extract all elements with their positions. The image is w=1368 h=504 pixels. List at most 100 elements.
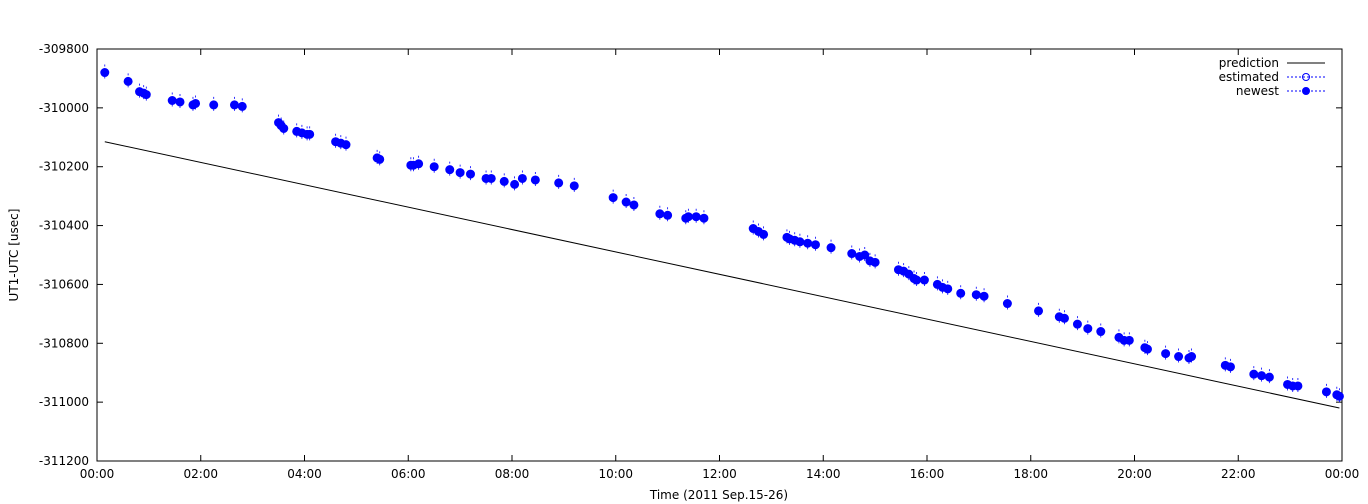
y-tick-label: -310400 — [39, 219, 89, 233]
newest-point — [795, 237, 805, 247]
x-tick-label: 04:00 — [287, 467, 322, 481]
newest-point — [445, 165, 455, 175]
x-tick-label: 08:00 — [495, 467, 530, 481]
newest-point — [1257, 371, 1267, 381]
x-tick-label: 00:00 — [1325, 467, 1360, 481]
newest-point — [803, 238, 813, 248]
newest-point — [655, 209, 665, 219]
newest-point — [341, 140, 351, 150]
newest-point — [621, 197, 631, 207]
newest-point — [629, 200, 639, 210]
y-tick-label: -310000 — [39, 101, 89, 115]
newest-point — [691, 212, 701, 222]
newest-point — [414, 159, 424, 169]
newest-point — [1334, 391, 1344, 401]
newest-point — [912, 275, 922, 285]
newest-point — [486, 173, 496, 183]
newest-point — [455, 168, 465, 178]
x-tick-label: 16:00 — [910, 467, 945, 481]
newest-point — [554, 178, 564, 188]
newest-point — [943, 284, 953, 294]
newest-point — [1225, 362, 1235, 372]
newest-point — [1293, 381, 1303, 391]
x-tick-label: 10:00 — [598, 467, 633, 481]
newest-point — [429, 162, 439, 172]
legend-label-newest: newest — [1236, 84, 1279, 98]
newest-point — [530, 175, 540, 185]
x-tick-label: 00:00 — [80, 467, 115, 481]
newest-point — [1174, 352, 1184, 362]
newest-point — [826, 243, 836, 253]
y-axis-ticks: -309800 -310000 -310200 -310400 -310600 -3108… — [39, 42, 1342, 468]
newest-point — [1034, 306, 1044, 316]
newest-point — [810, 240, 820, 250]
x-axis-title: Time (2011 Sep.15-26) — [649, 488, 788, 502]
x-tick-label: 06:00 — [391, 467, 426, 481]
newest-point — [499, 176, 509, 186]
newest-point — [1321, 387, 1331, 397]
newest-point — [569, 181, 579, 191]
newest-point — [1124, 335, 1134, 345]
y-tick-label: -310800 — [39, 336, 89, 350]
legend-marker-estimated — [1302, 73, 1310, 81]
newest-point — [759, 229, 769, 239]
newest-point — [608, 193, 618, 203]
newest-point — [699, 213, 709, 223]
newest-point — [979, 291, 989, 301]
newest-point — [305, 129, 315, 139]
legend-marker-newest — [1302, 87, 1310, 95]
y-tick-label: -311000 — [39, 395, 89, 409]
plot-frame — [96, 48, 1343, 462]
y-tick-label: -310200 — [39, 160, 89, 174]
newest-point — [1249, 369, 1259, 379]
newest-point — [191, 98, 201, 108]
legend: prediction estimated newest — [1219, 56, 1325, 98]
newest-point — [167, 96, 177, 105]
x-tick-label: 02:00 — [183, 467, 218, 481]
y-tick-label: -309800 — [39, 42, 89, 56]
newest-point — [1264, 372, 1274, 382]
newest-point — [141, 90, 151, 100]
newest-point — [375, 154, 385, 164]
y-tick-label: -310600 — [39, 277, 89, 291]
y-tick-label: -311200 — [39, 454, 89, 468]
newest-point — [175, 97, 185, 107]
x-axis-ticks: 00:00 02:00 04:00 06:00 08:00 10:00 12:00 14:00… — [80, 49, 1360, 481]
prediction-line — [104, 141, 1340, 409]
newest-point — [683, 212, 693, 222]
legend-label-prediction: prediction — [1219, 56, 1279, 70]
newest-point — [919, 275, 929, 285]
newest-point — [1059, 313, 1069, 323]
newest-point — [510, 179, 520, 189]
series-layer — [100, 64, 1344, 409]
newest-point — [1161, 349, 1171, 359]
newest-point — [209, 100, 219, 110]
newest-point — [466, 169, 475, 179]
newest-point — [1096, 327, 1106, 337]
newest-point — [1187, 352, 1197, 362]
legend-label-estimated: estimated — [1219, 70, 1279, 84]
newest-point — [1083, 324, 1093, 334]
newest-point — [229, 100, 239, 110]
newest-point — [517, 173, 527, 183]
newest-point — [100, 68, 110, 78]
x-tick-label: 20:00 — [1117, 467, 1152, 481]
y-axis-title: UT1-UTC [usec] — [7, 209, 21, 302]
newest-point — [123, 76, 133, 86]
newest-point — [279, 123, 289, 133]
newest-point — [1002, 299, 1012, 309]
x-tick-label: 18:00 — [1013, 467, 1048, 481]
newest-point — [1142, 344, 1152, 354]
newest-point — [237, 101, 247, 111]
x-tick-label: 22:00 — [1221, 467, 1256, 481]
x-tick-label: 14:00 — [806, 467, 841, 481]
newest-point — [971, 290, 981, 300]
x-tick-label: 12:00 — [702, 467, 737, 481]
newest-point — [1072, 319, 1082, 329]
newest-point — [860, 250, 870, 260]
newest-point — [956, 288, 966, 298]
newest-point — [870, 257, 880, 267]
newest-point — [663, 210, 673, 220]
newest-point — [847, 249, 857, 259]
